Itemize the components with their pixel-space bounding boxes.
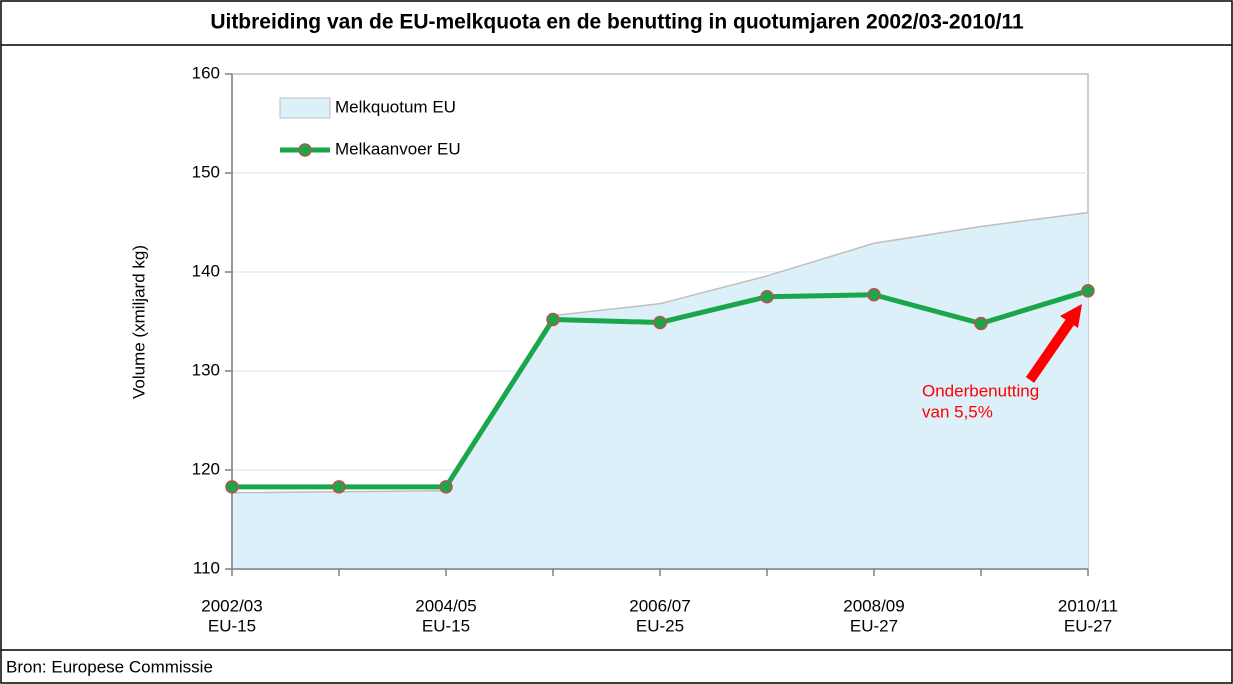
marker xyxy=(225,480,239,494)
y-tick-label: 120 xyxy=(192,459,220,478)
marker xyxy=(867,288,881,302)
y-tick-label: 130 xyxy=(192,360,220,379)
x-tick-label: 2002/03 xyxy=(201,596,262,615)
marker xyxy=(546,312,560,327)
y-tick-label: 140 xyxy=(192,261,220,280)
marker xyxy=(332,480,346,494)
x-tick-label: 2006/07 xyxy=(629,596,690,615)
legend-label: Melkquotum EU xyxy=(335,97,456,116)
x-tick-label: 2010/11 xyxy=(1058,596,1118,615)
annotation: van 5,5% xyxy=(922,402,993,421)
legend-swatch xyxy=(279,97,331,119)
source: Bron: Europese Commissie xyxy=(6,657,213,676)
y-tick-label: 110 xyxy=(193,558,220,577)
x-group-label: EU-27 xyxy=(850,616,898,635)
plot: 1101201301401501602002/03EU-152004/05EU-… xyxy=(192,63,1118,635)
annotation-arrowhead xyxy=(1060,304,1082,328)
marker xyxy=(1081,284,1095,298)
marker xyxy=(653,315,667,330)
chart-title: Uitbreiding van de EU-melkquota en de be… xyxy=(210,11,1024,34)
x-group-label: EU-27 xyxy=(1064,616,1112,635)
marker xyxy=(974,316,988,331)
area-edge xyxy=(231,211,1089,494)
x-group-label: EU-25 xyxy=(636,616,684,635)
x-tick-label: 2004/05 xyxy=(415,596,476,615)
y-tick-label: 160 xyxy=(192,63,220,82)
legend-marker xyxy=(298,143,312,157)
x-tick-label: 2008/09 xyxy=(843,596,904,615)
annotation: Onderbenutting xyxy=(922,381,1039,400)
x-group-label: EU-15 xyxy=(208,616,256,635)
marker xyxy=(439,480,453,494)
x-group-label: EU-15 xyxy=(422,616,470,635)
annotation-arrow xyxy=(1025,319,1075,383)
marker xyxy=(760,290,774,304)
y-tick-label: 150 xyxy=(192,162,220,181)
area xyxy=(232,212,1088,569)
legend-label: Melkaanvoer EU xyxy=(335,139,461,158)
y-axis-label: Volume (xmiljard kg) xyxy=(129,245,148,399)
